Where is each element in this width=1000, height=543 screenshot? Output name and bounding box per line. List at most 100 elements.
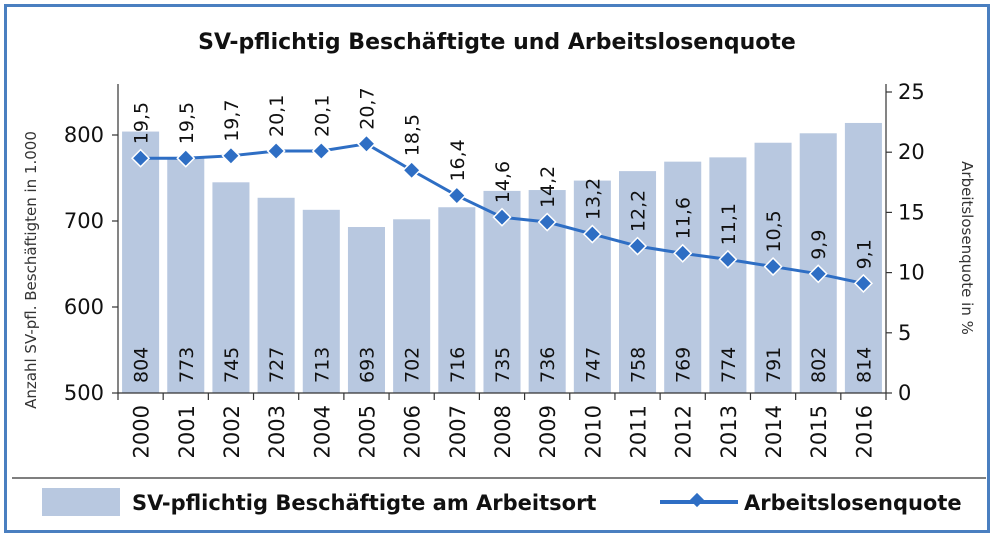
rate-point-2007: [447, 185, 467, 206]
rate-point-2004: [311, 141, 331, 161]
left-tick-label-800: 800: [64, 123, 104, 147]
bar-series: [122, 122, 882, 394]
right-tick-label-10: 10: [898, 261, 925, 285]
x-tick-label-2001: 2001: [175, 405, 199, 458]
rate-value-labels: 19,5 19,5 19,7 20,1 20,1 20,7 18,5 16,4 14,6 14,2…: [131, 87, 876, 269]
right-tick-label-25: 25: [898, 80, 925, 104]
rate-point-2003: [266, 141, 286, 161]
bar-label-2011: 758: [628, 347, 650, 383]
x-tick-label-2007: 2007: [446, 405, 470, 458]
rate-point-2002: [221, 146, 241, 166]
bar-label-2007: 716: [447, 347, 469, 383]
right-axis-ticks: 0 5 10 15 20 25: [886, 80, 925, 405]
rate-label-2012: 11,6: [673, 197, 695, 239]
bar-value-labels: 804 773 745 727 713 693 702 716 735 736 747 758 769 7…: [131, 347, 876, 383]
rate-label-2001: 19,5: [176, 102, 198, 144]
rate-point-2011: [627, 236, 648, 256]
rate-label-2015: 9,9: [808, 230, 830, 260]
bar-label-2013: 774: [718, 347, 740, 383]
rate-label-2008: 14,6: [492, 161, 514, 203]
rate-point-2008: [492, 207, 512, 227]
x-tick-label-2011: 2011: [627, 405, 651, 458]
rate-point-2010: [582, 224, 602, 244]
bar-label-2000: 804: [131, 347, 153, 383]
x-tick-label-2009: 2009: [536, 405, 560, 458]
bar-2015: [799, 133, 837, 393]
x-tick-label-2012: 2012: [672, 405, 696, 458]
bar-2005: [347, 227, 385, 393]
rate-label-2003: 20,1: [266, 95, 288, 137]
bar-label-2012: 769: [673, 347, 695, 383]
rate-point-2013: [718, 249, 738, 269]
rate-label-2002: 19,7: [221, 99, 243, 141]
right-tick-label-15: 15: [898, 200, 925, 224]
chart-title: SV-pflichtig Beschäftigte und Arbeitslos…: [198, 30, 796, 55]
y-axis-right-title: Arbeitslosenquote in %: [958, 161, 976, 335]
bar-2002: [212, 182, 250, 393]
rate-point-2015: [808, 264, 828, 284]
x-tick-label-2000: 2000: [130, 405, 154, 458]
legend: SV-pflichtig Beschäftigte am Arbeitsort …: [12, 477, 986, 516]
rate-label-2006: 18,5: [402, 114, 424, 156]
left-tick-label-600: 600: [64, 295, 104, 319]
bar-2016: [844, 122, 882, 394]
rate-point-2006: [402, 160, 422, 180]
x-tick-label-2013: 2013: [717, 405, 741, 458]
right-tick-label-0: 0: [898, 381, 911, 405]
rate-point-2014: [763, 257, 783, 277]
x-tick-label-2015: 2015: [807, 405, 831, 458]
x-tick-label-2005: 2005: [355, 405, 379, 458]
rate-label-2014: 10,5: [763, 210, 785, 252]
rate-label-2013: 11,1: [718, 203, 740, 245]
rate-point-2000: [131, 148, 151, 168]
line-series: [131, 134, 873, 293]
rate-label-2005: 20,7: [356, 87, 378, 129]
rate-label-2000: 19,5: [131, 102, 153, 144]
bar-label-2004: 713: [311, 347, 333, 383]
bar-2007: [438, 207, 476, 393]
rate-label-2010: 13,2: [582, 178, 604, 220]
rate-label-2007: 16,4: [447, 139, 469, 181]
bar-label-2016: 814: [853, 347, 875, 383]
bar-2001: [167, 158, 205, 393]
bar-label-2008: 735: [492, 347, 514, 383]
bar-2011: [619, 171, 657, 393]
rate-label-2016: 9,1: [853, 239, 875, 269]
x-tick-label-2006: 2006: [401, 405, 425, 458]
y-axis-left-title: Anzahl SV-pfl. Beschäftigten in 1.000: [22, 131, 40, 409]
bar-label-2009: 736: [537, 347, 559, 383]
bar-2010: [573, 180, 611, 393]
x-tick-label-2002: 2002: [220, 405, 244, 458]
bar-label-2001: 773: [176, 347, 198, 383]
legend-line-marker: [689, 492, 705, 508]
rate-label-2004: 20,1: [311, 95, 333, 137]
x-tick-label-2010: 2010: [581, 405, 605, 458]
bar-2003: [257, 197, 295, 393]
rate-label-2009: 14,2: [537, 166, 559, 208]
x-axis-ticks: 2000 2001 2002 2003 2004 2005 2006 2007 2008 2009…: [117, 393, 887, 458]
legend-bar-label: SV-pflichtig Beschäftigte am Arbeitsort: [132, 491, 596, 515]
bar-label-2003: 727: [266, 347, 288, 383]
bar-2013: [709, 157, 747, 393]
bar-label-2005: 693: [356, 347, 378, 383]
x-tick-label-2004: 2004: [310, 405, 334, 458]
left-tick-label-500: 500: [64, 381, 104, 405]
x-tick-label-2008: 2008: [491, 405, 515, 458]
legend-bar-swatch: [42, 488, 120, 516]
rate-point-2005: [356, 134, 377, 154]
x-tick-label-2003: 2003: [265, 405, 289, 458]
rate-point-2009: [537, 212, 557, 232]
bar-label-2015: 802: [808, 347, 830, 383]
bar-2006: [393, 219, 431, 393]
bar-label-2002: 745: [221, 347, 243, 383]
rate-point-2012: [673, 243, 693, 263]
rate-point-2016: [853, 273, 873, 293]
legend-line-label: Arbeitslosenquote: [744, 491, 962, 515]
rate-point-2001: [176, 148, 196, 168]
x-tick-label-2014: 2014: [762, 405, 786, 458]
x-tick-label-2016: 2016: [852, 405, 876, 458]
bar-2012: [664, 161, 702, 393]
right-tick-label-20: 20: [898, 140, 925, 164]
bar-2000: [122, 131, 160, 393]
